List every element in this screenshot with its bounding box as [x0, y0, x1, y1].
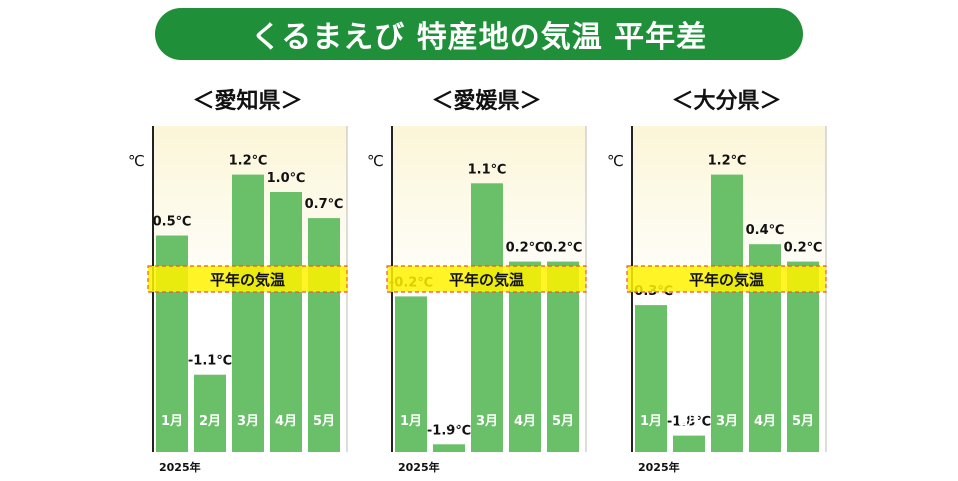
x-tick-label: 4月	[275, 414, 297, 429]
chart-title-2: ＜愛媛県＞	[431, 88, 541, 114]
data-label: 0.2℃	[544, 241, 583, 256]
bar	[787, 261, 819, 452]
bar	[194, 374, 226, 452]
bar	[711, 174, 743, 452]
data-label: 0.2℃	[784, 241, 823, 256]
bar	[509, 261, 541, 452]
data-label: 1.2℃	[229, 154, 268, 169]
chart-title-banner: くるまえび 特産地の気温 平年差	[155, 8, 803, 60]
x-tick-label: 1月	[640, 414, 662, 429]
chart-title-3: ＜大分県＞	[671, 89, 781, 114]
chart-panel-2: ＜愛媛県＞℃-0.2℃1月-1.9℃2月1.1℃3月0.2℃4月0.2℃5月平年…	[367, 88, 587, 474]
data-label: 0.4℃	[746, 223, 785, 238]
x-tick-label: 5月	[792, 414, 814, 429]
x-axis-year-label: 2025年	[398, 460, 440, 474]
x-tick-label: 5月	[552, 414, 574, 429]
data-label: 1.1℃	[468, 162, 507, 177]
bar	[635, 305, 667, 452]
data-label: 0.5℃	[153, 215, 192, 230]
bar	[395, 296, 427, 452]
data-label: 0.7℃	[305, 197, 344, 212]
y-unit-label: ℃	[607, 152, 624, 170]
y-unit-label: ℃	[128, 152, 145, 170]
bar	[471, 183, 503, 453]
x-tick-label: 2月	[199, 414, 221, 429]
bar	[673, 435, 705, 452]
normal-temperature-band	[147, 265, 348, 293]
bar	[547, 261, 579, 452]
bar	[232, 174, 264, 452]
x-axis-year-label: 2025年	[159, 460, 201, 474]
bar	[433, 444, 465, 452]
y-unit-label: ℃	[367, 152, 384, 170]
data-label: 1.0℃	[267, 171, 306, 186]
x-axis-year-label: 2025年	[638, 460, 680, 474]
x-tick-label: 3月	[716, 414, 738, 429]
data-label: -1.8℃	[667, 415, 711, 430]
x-tick-label: 5月	[313, 414, 335, 429]
data-label: -1.9℃	[427, 423, 471, 438]
x-tick-label: 4月	[514, 414, 536, 429]
x-tick-label: 3月	[476, 414, 498, 429]
data-label: 0.2℃	[506, 241, 545, 256]
normal-temperature-label: 平年の気温	[210, 271, 285, 289]
x-tick-label: 2月	[678, 414, 700, 429]
x-tick-label: 4月	[754, 414, 776, 429]
x-tick-label: 1月	[161, 414, 183, 429]
normal-temperature-label: 平年の気温	[449, 271, 524, 289]
normal-temperature-label: 平年の気温	[689, 271, 764, 289]
data-label: 1.2℃	[708, 154, 747, 169]
normal-temperature-band	[626, 265, 827, 293]
chart-panel-3: ＜大分県＞℃-0.3℃1月-1.8℃2月1.2℃3月0.4℃4月0.2℃5月平年…	[607, 89, 827, 474]
data-label: -1.1℃	[188, 354, 232, 369]
x-tick-label: 2月	[438, 414, 460, 429]
normal-temperature-band	[386, 265, 587, 293]
bar	[270, 192, 302, 452]
chart-title-1: ＜愛知県＞	[192, 88, 302, 114]
x-tick-label: 3月	[237, 414, 259, 429]
chart-title: くるまえび 特産地の気温 平年差	[250, 20, 708, 55]
bar	[308, 218, 340, 452]
chart-panel-1: ＜愛知県＞ ℃ 0.5℃ 1月 -1.1℃ 2月 1.2℃ 3月 1.0℃ 4月 0.7℃ 5月 平年の…	[128, 88, 348, 474]
x-tick-label: 1月	[400, 414, 422, 429]
